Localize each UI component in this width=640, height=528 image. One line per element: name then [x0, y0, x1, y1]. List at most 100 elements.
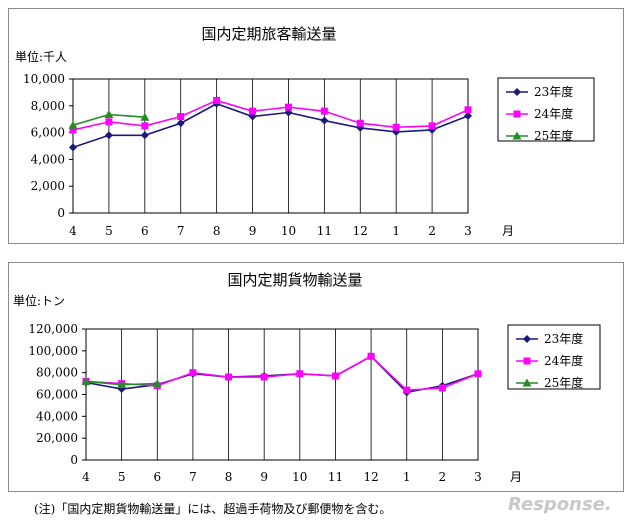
- chart-title: 国内定期貨物輸送量: [227, 271, 362, 289]
- unit-label: 単位:千人: [15, 49, 67, 64]
- x-tick-label: 5: [118, 470, 126, 484]
- legend-label: 24年度: [544, 353, 583, 368]
- data-point-s24: [141, 122, 149, 130]
- y-tick-label: 10,000: [23, 72, 65, 86]
- y-tick-label: 120,000: [28, 322, 78, 336]
- data-point-s24: [105, 118, 113, 126]
- series-line-s23: [85, 355, 479, 394]
- data-point-s24: [367, 352, 375, 360]
- y-tick-label: 6,000: [31, 126, 65, 140]
- chart-title: 国内定期旅客輸送量: [201, 25, 336, 43]
- y-tick-label: 80,000: [36, 366, 78, 380]
- legend-label: 25年度: [534, 128, 573, 143]
- data-point-s23: [176, 119, 185, 128]
- data-point-s23: [69, 143, 77, 152]
- data-point-s23: [464, 111, 472, 120]
- data-point-s24: [177, 113, 185, 121]
- y-tick-label: 4,000: [31, 152, 65, 166]
- x-tick-label: 12: [353, 224, 368, 238]
- y-tick-label: 60,000: [36, 388, 78, 402]
- x-tick-label: 10: [292, 470, 307, 484]
- data-point-s25: [81, 376, 91, 385]
- y-tick-label: 20,000: [36, 431, 78, 445]
- data-point-s24: [284, 103, 292, 111]
- x-tick-label: 9: [260, 470, 268, 484]
- x-axis-label: 月: [510, 470, 522, 484]
- legend-marker: [523, 357, 531, 365]
- series-line-s23: [72, 102, 469, 149]
- x-tick-label: 1: [403, 470, 411, 484]
- legend-label: 24年度: [534, 106, 573, 121]
- data-point-s24: [189, 369, 197, 377]
- series-line-s24: [72, 99, 469, 131]
- x-axis-label: 月: [502, 224, 514, 238]
- data-point-s24: [392, 123, 400, 131]
- data-point-s23: [104, 131, 113, 140]
- x-tick-label: 2: [439, 470, 447, 484]
- legend-marker: [513, 110, 521, 118]
- data-point-s24: [296, 370, 304, 378]
- x-tick-label: 11: [328, 470, 343, 484]
- x-tick-label: 11: [317, 224, 332, 238]
- data-point-s24: [213, 96, 221, 104]
- x-tick-label: 12: [363, 470, 378, 484]
- passenger-chart-panel: 国内定期旅客輸送量単位:千人 0 2,000 4,000 6,000 8,000 10,00…: [8, 8, 624, 244]
- data-point-s24: [249, 107, 257, 115]
- data-point-s25: [104, 110, 114, 119]
- data-point-s25: [140, 112, 150, 121]
- legend: [497, 77, 595, 142]
- x-tick-label: 6: [141, 224, 149, 238]
- legend-marker: [522, 378, 532, 387]
- x-tick-label: 10: [281, 224, 296, 238]
- y-tick-label: 0: [57, 206, 65, 220]
- x-tick-label: 4: [69, 224, 77, 238]
- legend-marker: [513, 88, 521, 96]
- data-point-s25: [117, 380, 127, 389]
- data-point-s24: [428, 122, 436, 130]
- data-point-s24: [474, 370, 482, 378]
- x-tick-label: 8: [225, 470, 233, 484]
- data-point-s24: [464, 106, 472, 114]
- y-tick-label: 2,000: [31, 179, 65, 193]
- x-tick-label: 3: [464, 224, 472, 238]
- legend: [507, 324, 601, 390]
- x-tick-label: 6: [153, 470, 161, 484]
- data-point-s24: [356, 119, 364, 127]
- x-tick-label: 2: [428, 224, 436, 238]
- series-line-s24: [85, 355, 479, 391]
- x-tick-label: 7: [177, 224, 185, 238]
- footnote: (注)「国内定期貨物輸送量」には、超過手荷物及び郵便物を含む。: [34, 502, 392, 516]
- data-point-s23: [140, 131, 149, 140]
- data-point-s24: [403, 386, 411, 394]
- plot-area: [72, 78, 469, 214]
- legend-marker: [512, 131, 522, 140]
- data-point-s24: [438, 384, 446, 392]
- x-tick-label: 8: [213, 224, 221, 238]
- y-tick-label: 8,000: [31, 99, 65, 113]
- legend-label: 25年度: [544, 375, 583, 390]
- y-tick-label: 40,000: [36, 409, 78, 423]
- x-tick-label: 5: [105, 224, 113, 238]
- plot-area: [85, 328, 479, 461]
- legend-label: 23年度: [534, 84, 573, 99]
- data-point-s25: [152, 379, 162, 388]
- data-point-s24: [69, 126, 77, 134]
- x-tick-label: 7: [189, 470, 197, 484]
- data-point-s24: [225, 373, 233, 381]
- x-tick-label: 3: [474, 470, 482, 484]
- legend-marker: [523, 335, 531, 343]
- x-tick-label: 1: [392, 224, 400, 238]
- data-point-s25: [68, 120, 78, 129]
- legend-label: 23年度: [544, 331, 583, 346]
- data-point-s24: [331, 372, 339, 380]
- data-point-s24: [320, 107, 328, 115]
- unit-label: 単位:トン: [13, 293, 65, 308]
- x-tick-label: 4: [82, 470, 90, 484]
- data-point-s23: [320, 116, 329, 125]
- y-tick-label: 100,000: [28, 344, 78, 358]
- data-point-s24: [260, 373, 268, 381]
- cargo-chart-panel: 国内定期貨物輸送量 単位:トン 0 20,000 40,000 60,000 80,000 1…: [8, 262, 624, 492]
- x-tick-label: 9: [249, 224, 257, 238]
